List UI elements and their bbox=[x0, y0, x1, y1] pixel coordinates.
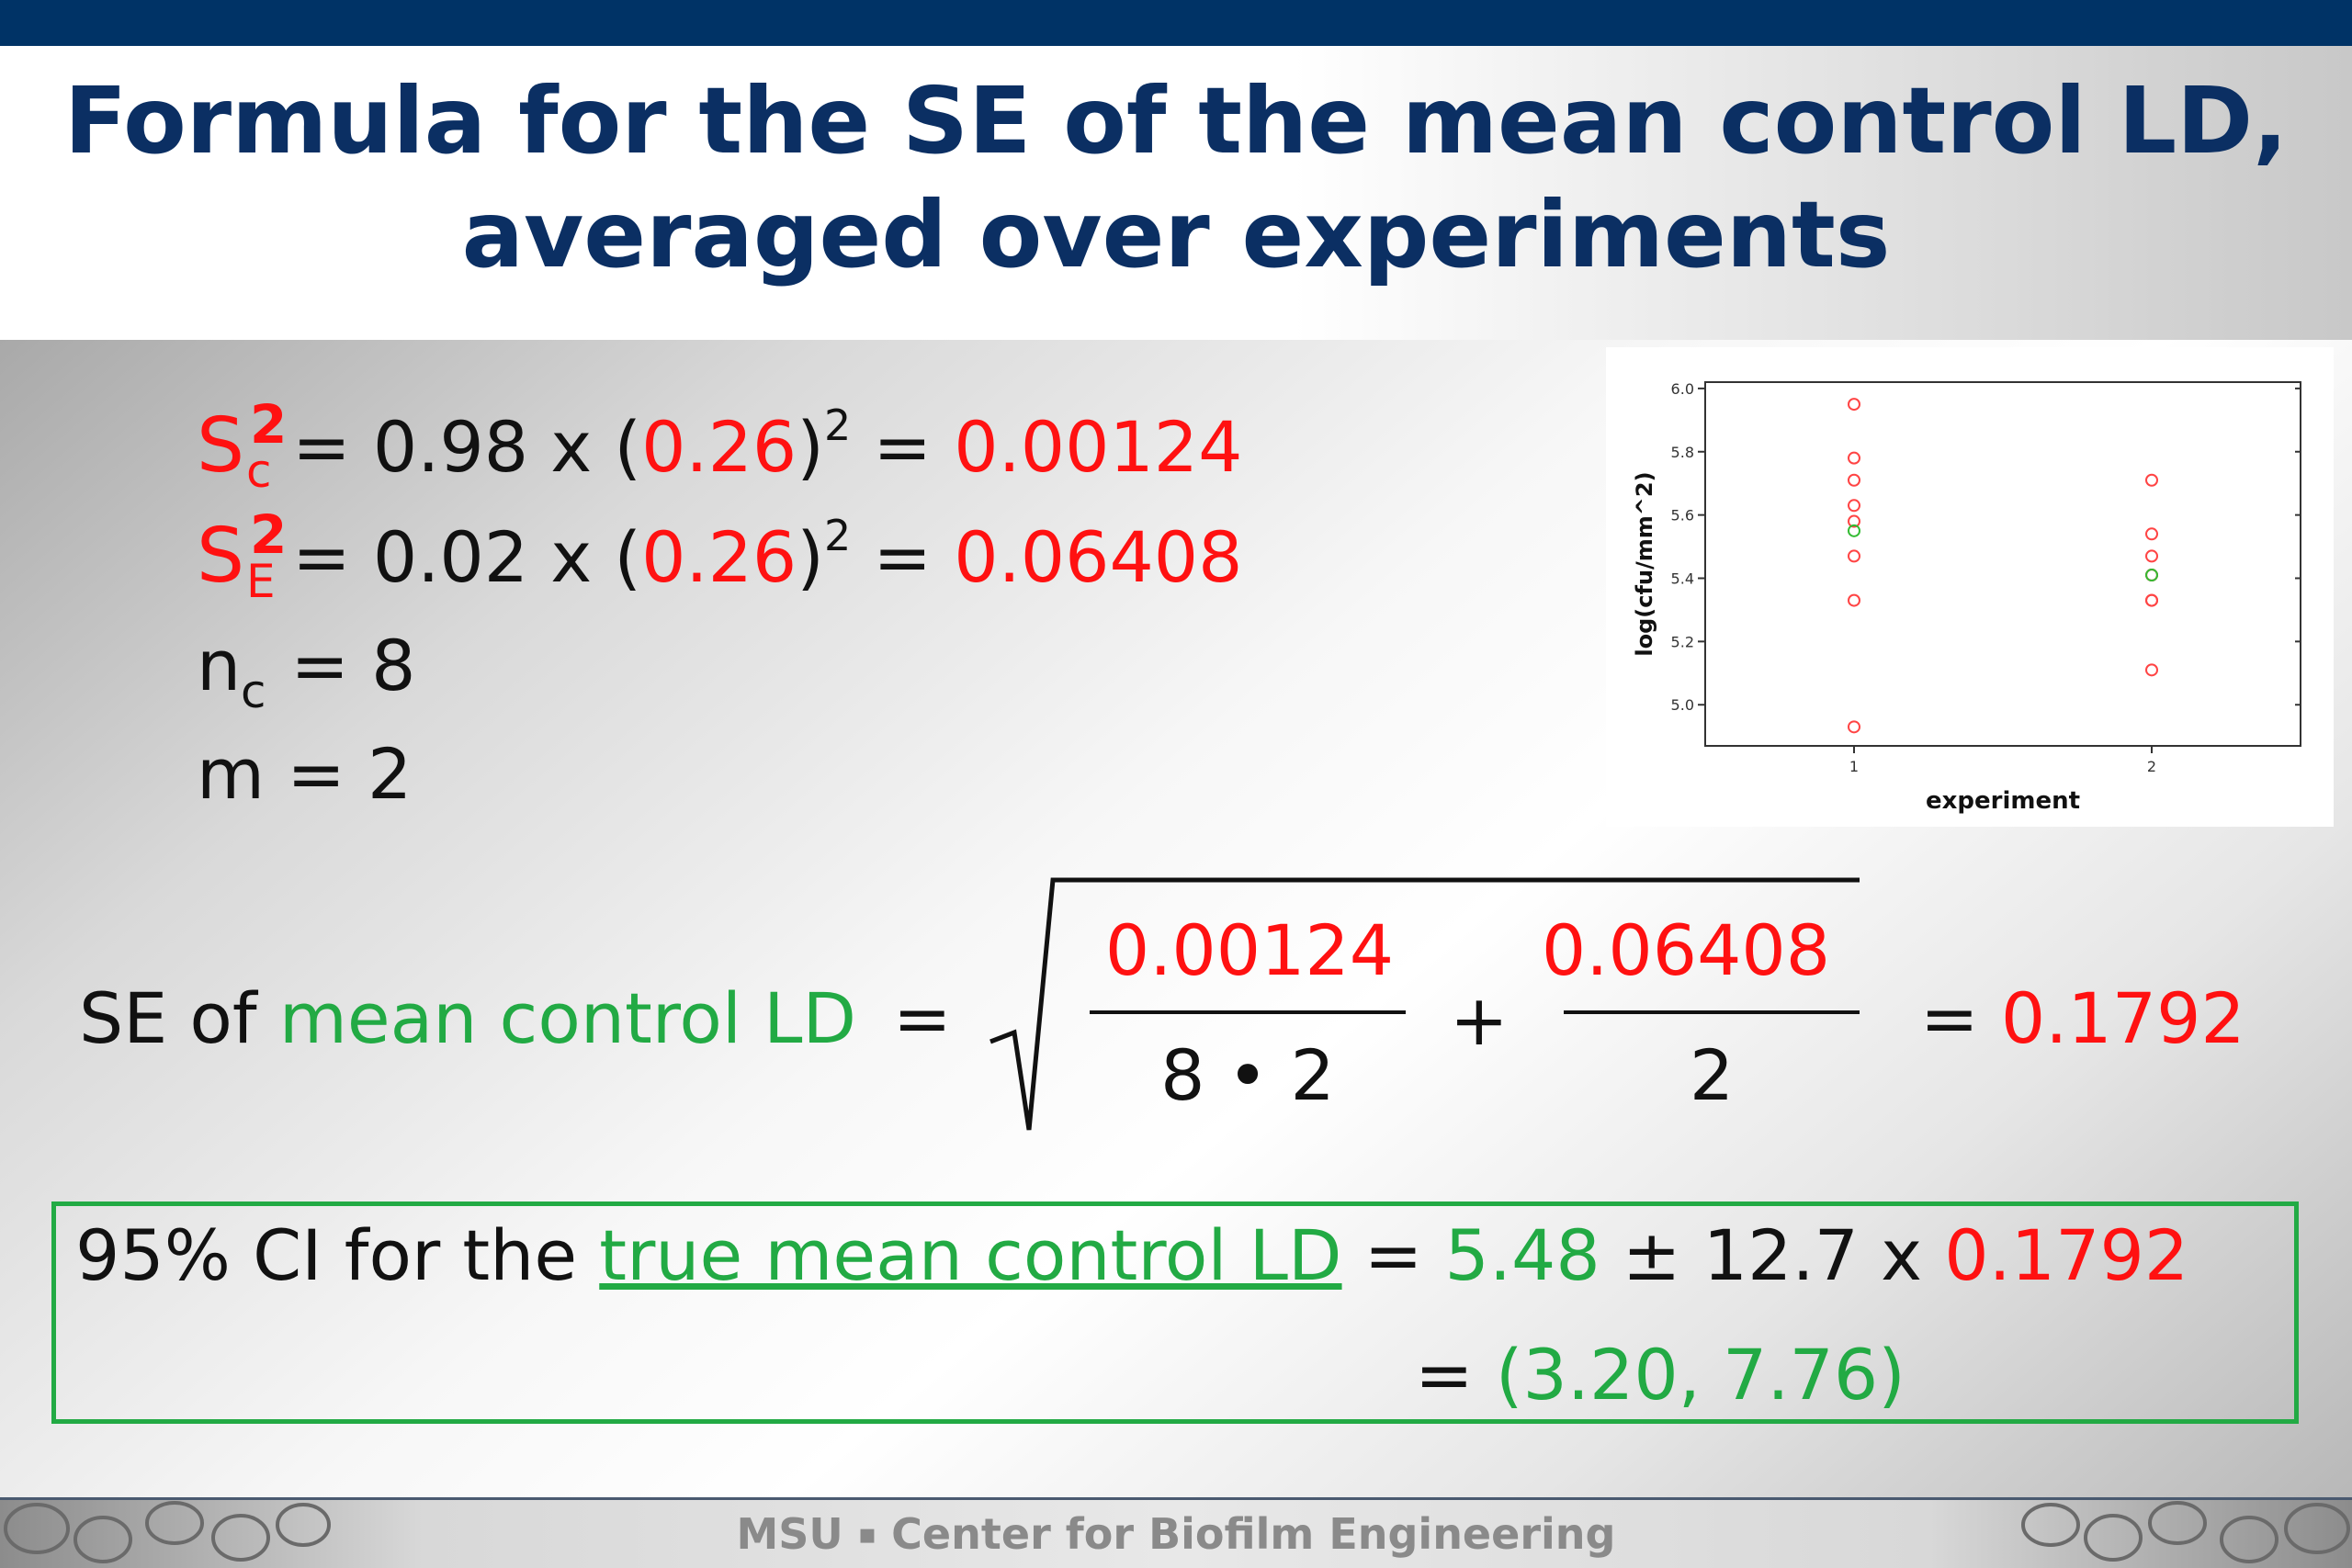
y-tick-label: 5.4 bbox=[1671, 570, 1694, 587]
sc-symbol: S bbox=[197, 402, 245, 490]
ci-prefix: 95% CI for the bbox=[75, 1214, 600, 1296]
se-result: 0.06408 bbox=[954, 516, 1243, 598]
ci-interval: (3.20, 7.76) bbox=[1495, 1334, 1905, 1416]
ci-se: 0.1792 bbox=[1944, 1214, 2189, 1296]
footer-bar bbox=[0, 1497, 2352, 1568]
y-tick-label: 5.0 bbox=[1671, 696, 1694, 714]
nc-symbol: n bbox=[197, 625, 242, 706]
sc-power: 2 bbox=[823, 400, 852, 450]
se-equation: S = 0.02 x (0.26)2 = 0.06408 bbox=[197, 511, 1243, 600]
nc-rest: = 8 bbox=[268, 625, 416, 706]
frac1-line bbox=[1090, 1010, 1406, 1014]
radical-stroke bbox=[989, 877, 1860, 1131]
sc-equation: S = 0.98 x (0.26)2 = 0.00124 bbox=[197, 400, 1243, 490]
plus-sign: + bbox=[1450, 979, 1509, 1061]
data-point bbox=[2145, 663, 2158, 677]
ci-box bbox=[51, 1201, 2299, 1424]
y-axis-label: log(cfu/mm^2) bbox=[1632, 471, 1657, 656]
x-tick-label: 2 bbox=[2147, 758, 2156, 775]
frac2-line bbox=[1564, 1010, 1860, 1014]
se-rest: = 0.02 x ( bbox=[292, 516, 642, 598]
ci-line1: 95% CI for the true mean control LD = 5.… bbox=[75, 1214, 2188, 1296]
frac2-numerator: 0.06408 bbox=[1541, 909, 1831, 991]
y-tick-label: 6.0 bbox=[1671, 380, 1694, 398]
data-point bbox=[1848, 593, 1860, 607]
title-area bbox=[0, 46, 2352, 340]
slide-title-line2: averaged over experiments bbox=[461, 181, 1891, 288]
se-formula-eq: = bbox=[893, 977, 952, 1059]
scatter-plot: 5.0 5.2 5.4 5.6 5.8 6.0 1 2 experiment log(cfu/… bbox=[1606, 347, 2334, 827]
se-result-value: 0.1792 bbox=[2000, 977, 2245, 1059]
footer-center: Center for Biofilm Engineering bbox=[891, 1509, 1616, 1559]
x-axis-label: experiment bbox=[1926, 787, 2080, 815]
sqrt-sign bbox=[989, 877, 1860, 1131]
se-symbol: S bbox=[197, 513, 245, 600]
x-tick-label: 1 bbox=[1849, 758, 1859, 775]
footer-separator: ▪ bbox=[857, 1518, 877, 1551]
footer-decoration bbox=[4, 1501, 2350, 1563]
data-point bbox=[1848, 499, 1860, 513]
data-point bbox=[1848, 720, 1860, 734]
data-point bbox=[1848, 549, 1860, 563]
data-point bbox=[1848, 398, 1860, 412]
nc-equation: n = 8 bbox=[197, 625, 416, 706]
frac1-numerator: 0.00124 bbox=[1104, 909, 1395, 991]
data-point bbox=[2145, 549, 2158, 563]
ci-pm: ± 12.7 x bbox=[1600, 1214, 1945, 1296]
footer-divider bbox=[0, 1497, 2352, 1500]
se-sup: 2 bbox=[250, 503, 288, 566]
mean-point bbox=[2145, 569, 2158, 582]
sc-eqs: = bbox=[851, 406, 955, 488]
ci-line2: = (3.20, 7.76) bbox=[1415, 1334, 1905, 1416]
biofilm-cells-right bbox=[2021, 1501, 2350, 1563]
se-label-green: mean control LD bbox=[278, 977, 856, 1059]
sc-close: ) bbox=[797, 406, 824, 488]
nc-sub: c bbox=[241, 665, 266, 718]
data-point bbox=[1848, 473, 1860, 487]
ci-eq1: = bbox=[1341, 1214, 1445, 1296]
y-tick-label: 5.6 bbox=[1671, 507, 1694, 525]
sc-sub: c bbox=[246, 445, 272, 498]
plot-frame bbox=[1704, 381, 2301, 747]
se-formula-label: SE of mean control LD bbox=[79, 977, 856, 1059]
sc-result: 0.00124 bbox=[954, 406, 1243, 488]
se-close: ) bbox=[797, 516, 824, 598]
se-eqs: = bbox=[851, 516, 955, 598]
scatter-plot-svg: 5.0 5.2 5.4 5.6 5.8 6.0 1 2 experiment log(cfu/… bbox=[1632, 380, 2301, 815]
y-tick-label: 5.2 bbox=[1671, 633, 1694, 650]
m-equation: m = 2 bbox=[197, 733, 413, 815]
se-inner: 0.26 bbox=[641, 516, 797, 598]
data-point bbox=[1848, 514, 1860, 528]
ci-eq2: = bbox=[1415, 1334, 1496, 1416]
frac2-denominator: 2 bbox=[1689, 1034, 1735, 1116]
frac1-denominator: 8 • 2 bbox=[1160, 1034, 1335, 1116]
sc-inner: 0.26 bbox=[641, 406, 797, 488]
data-point bbox=[2145, 593, 2158, 607]
biofilm-cells-left bbox=[4, 1501, 331, 1563]
footer-text: MSU ▪ Center for Biofilm Engineering bbox=[0, 1509, 2352, 1559]
data-point bbox=[2145, 473, 2158, 487]
slide-title-line1: Formula for the SE of the mean control L… bbox=[63, 67, 2289, 175]
se-result-eq: = 0.1792 bbox=[1920, 977, 2245, 1059]
mean-point bbox=[1848, 524, 1860, 537]
se-sub: E bbox=[246, 555, 276, 608]
se-power: 2 bbox=[823, 511, 852, 560]
ci-mean: 5.48 bbox=[1444, 1214, 1600, 1296]
se-result-equals: = bbox=[1920, 977, 1979, 1059]
data-point bbox=[2145, 527, 2158, 541]
sc-rest: = 0.98 x ( bbox=[292, 406, 642, 488]
data-point bbox=[1848, 451, 1860, 465]
ci-link[interactable]: true mean control LD bbox=[599, 1214, 1342, 1296]
top-bar bbox=[0, 0, 2352, 46]
y-tick-label: 5.8 bbox=[1671, 444, 1694, 461]
sc-sup: 2 bbox=[250, 393, 288, 456]
se-label-prefix: SE of bbox=[79, 977, 279, 1059]
footer-msu: MSU bbox=[736, 1509, 843, 1559]
